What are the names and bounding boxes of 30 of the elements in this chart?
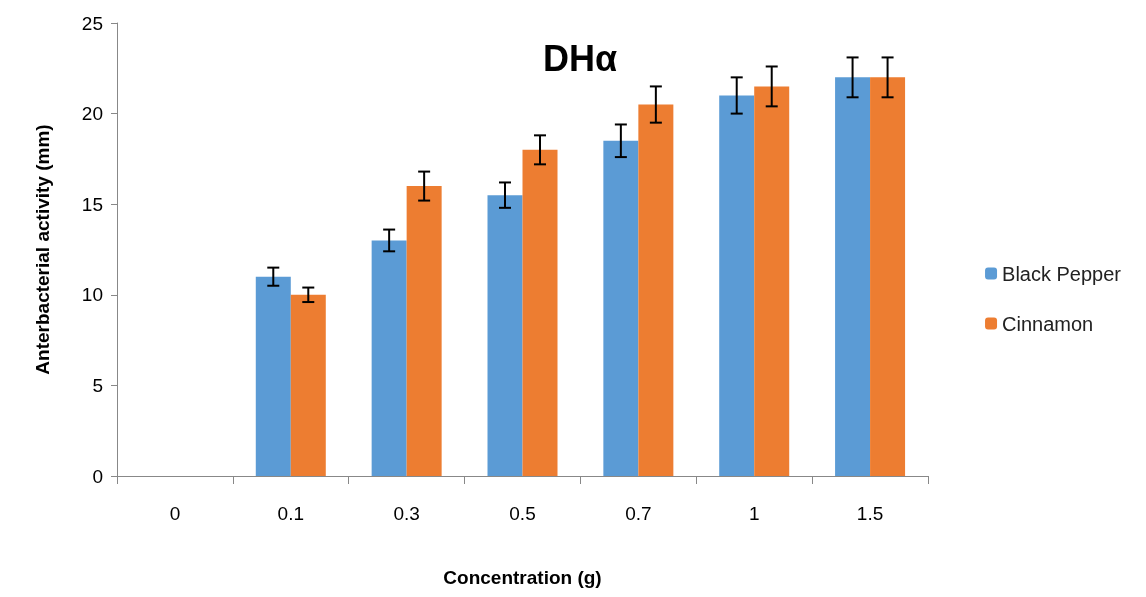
y-tick-label: 15 [81,193,103,215]
x-tick-label: 1 [748,503,760,524]
bar [371,240,407,476]
y-tick-label: 20 [81,103,103,125]
x-tick-label: 0.3 [393,503,420,524]
bar [870,77,906,476]
legend-label: Black Pepper [1002,262,1122,285]
bar [406,186,442,476]
bar [487,195,523,476]
legend-label: Cinnamon [1002,312,1094,335]
bar [255,276,291,476]
y-tick-label: 10 [81,284,103,306]
y-tick-label: 25 [81,12,103,34]
x-axis-title: Concentration (g) [443,567,602,588]
y-axis-title: Anterbacterial activity (mm) [32,124,53,375]
bar [522,149,558,476]
x-tick-label: 1.5 [856,503,884,524]
bar [638,104,674,476]
y-tick-label: 0 [92,465,103,487]
bar [754,86,790,476]
bar [290,294,326,476]
bar [719,95,755,476]
y-tick-label: 5 [92,374,103,396]
x-tick-label: 0.1 [277,503,304,524]
x-tick-label: 0.5 [509,503,536,524]
bar [603,140,639,476]
x-tick-label: 0.7 [625,503,652,524]
chart-title: DHα [542,37,618,79]
bar [835,77,871,476]
x-tick-label: 0 [169,503,181,524]
